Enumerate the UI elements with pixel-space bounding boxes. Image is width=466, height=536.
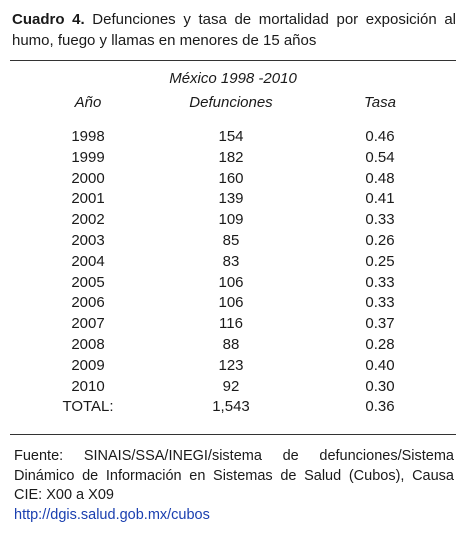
cell-rate: 0.33 [365, 294, 395, 312]
cell-rate: 0.33 [365, 273, 395, 291]
table-row: 2000 160 0.48 [0, 169, 466, 190]
cell-year: 2007 [71, 315, 105, 333]
bottom-rule [10, 434, 456, 435]
cell-deaths: 92 [222, 377, 240, 395]
cell-rate: 0.37 [365, 315, 395, 333]
cell-rate: 0.54 [365, 148, 395, 166]
table-total-row: TOTAL: 1,543 0.36 [0, 397, 466, 418]
table-body: 1998 154 0.46 1999 182 0.54 2000 160 0.4… [0, 127, 466, 418]
table-row: 2008 88 0.28 [0, 335, 466, 356]
table-row: 2009 123 0.40 [0, 356, 466, 377]
cell-year: 2005 [71, 273, 105, 291]
cell-deaths: 182 [218, 148, 244, 166]
caption-label: Cuadro 4. [12, 11, 85, 28]
table-row: 2010 92 0.30 [0, 377, 466, 398]
table-row: 2006 106 0.33 [0, 293, 466, 314]
cell-deaths: 85 [222, 231, 240, 249]
cell-rate: 0.26 [365, 231, 395, 249]
cell-year: 2010 [71, 377, 105, 395]
table-row: 2001 139 0.41 [0, 189, 466, 210]
cell-year: 1998 [71, 128, 105, 145]
cell-deaths: 123 [218, 356, 244, 374]
header-rate: Tasa [364, 94, 396, 111]
cell-deaths: 116 [219, 315, 243, 333]
cell-rate: 0.25 [365, 252, 395, 270]
cell-rate: 0.40 [365, 356, 395, 374]
cell-deaths: 109 [218, 211, 244, 229]
cell-deaths: 106 [218, 294, 244, 312]
cell-total-deaths: 1,543 [212, 398, 250, 416]
cell-total-rate: 0.36 [365, 398, 395, 416]
cell-year: 1999 [71, 148, 105, 166]
cell-rate: 0.28 [365, 335, 395, 353]
header-year: Año [74, 94, 102, 111]
table-row: 2003 85 0.26 [0, 231, 466, 252]
table-row: 1999 182 0.54 [0, 148, 466, 169]
cell-year: 2002 [71, 211, 105, 229]
table-period: México 1998 -2010 [169, 70, 297, 87]
table-row: 1998 154 0.46 [0, 127, 466, 148]
cell-rate: 0.33 [365, 211, 395, 229]
cell-year: 2004 [71, 252, 105, 270]
table-caption: Cuadro 4. Defunciones y tasa de mortalid… [12, 9, 456, 51]
caption-text: Defunciones y tasa de mortalidad por exp… [12, 11, 456, 49]
cell-deaths: 106 [218, 273, 244, 291]
source-note: Fuente: SINAIS/SSA/INEGI/sistema de defu… [14, 448, 454, 503]
cell-rate: 0.41 [365, 190, 395, 208]
cell-deaths: 83 [222, 252, 240, 270]
cell-year: 2006 [71, 294, 105, 312]
table-row: 2004 83 0.25 [0, 252, 466, 273]
top-rule [10, 60, 456, 61]
cell-year: 2000 [71, 169, 105, 187]
header-deaths: Defunciones [189, 94, 273, 111]
source-link[interactable]: http://dgis.salud.gob.mx/cubos [14, 507, 210, 523]
cell-total-label: TOTAL: [62, 398, 114, 416]
cell-year: 2003 [71, 231, 105, 249]
cell-rate: 0.48 [365, 169, 395, 187]
table-row: 2002 109 0.33 [0, 210, 466, 231]
cell-deaths: 88 [222, 335, 240, 353]
cell-rate: 0.30 [365, 377, 395, 395]
cell-deaths: 160 [218, 169, 244, 187]
table-row: 2005 106 0.33 [0, 273, 466, 294]
cell-year: 2001 [71, 190, 105, 208]
table-row: 2007 116 0.37 [0, 314, 466, 335]
cell-deaths: 154 [218, 128, 244, 145]
cell-year: 2008 [71, 335, 105, 353]
cell-deaths: 139 [218, 190, 244, 208]
cell-year: 2009 [71, 356, 105, 374]
cell-rate: 0.46 [365, 128, 395, 145]
